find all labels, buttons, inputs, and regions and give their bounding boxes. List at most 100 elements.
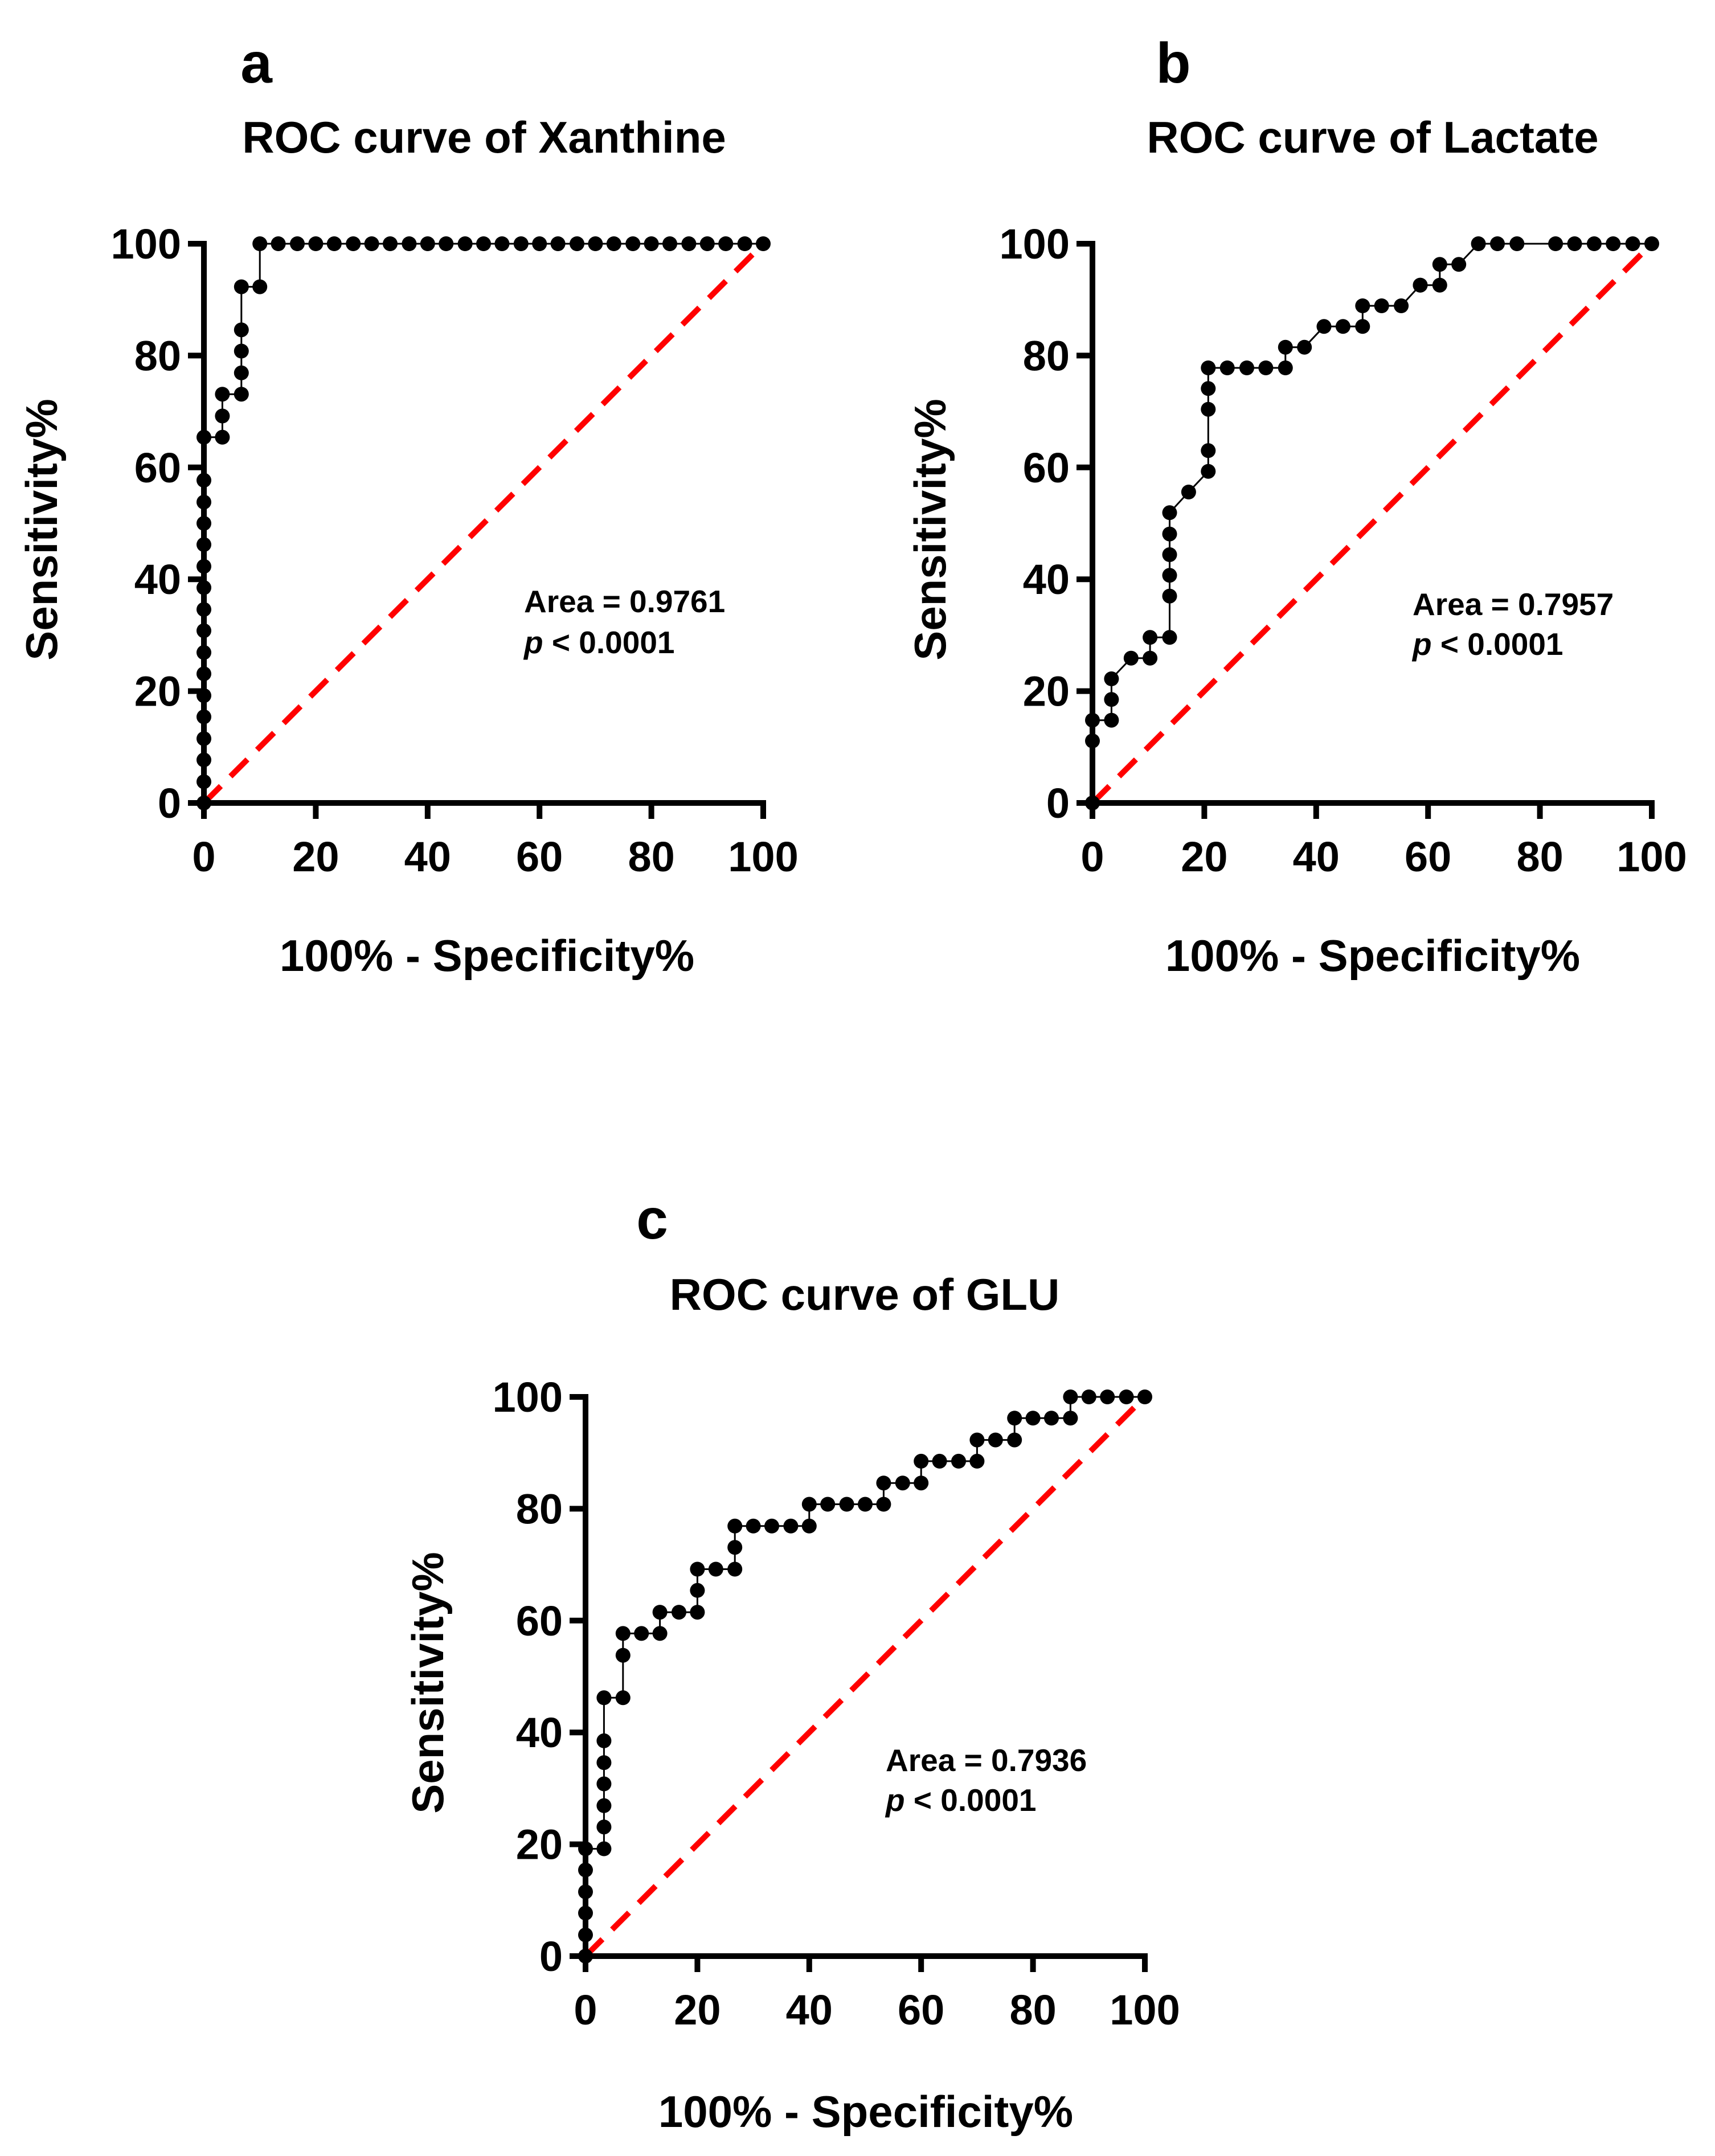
panel-a-y-tick-label: 40 bbox=[134, 556, 181, 603]
panel-b-roc-point bbox=[1355, 319, 1370, 334]
panel-b-x-tick-label: 0 bbox=[1080, 833, 1104, 880]
panel-b-roc-point bbox=[1219, 360, 1235, 375]
panel-c-roc-point bbox=[1100, 1389, 1115, 1404]
panel-c-x-tick-label: 80 bbox=[1009, 1986, 1056, 2034]
panel-a-roc-point bbox=[197, 645, 211, 660]
panel-c-y-tick-label: 100 bbox=[493, 1374, 563, 1421]
panel-a-roc-point bbox=[570, 236, 584, 251]
panel-c-roc-point bbox=[596, 1733, 612, 1748]
panel-b-roc-point bbox=[1123, 650, 1139, 666]
panel-c-roc-point bbox=[951, 1453, 966, 1469]
panel-c-roc-point bbox=[820, 1497, 836, 1512]
panel-c-roc-point bbox=[895, 1475, 910, 1491]
panel-c-roc-point bbox=[839, 1497, 854, 1512]
panel-a-roc-point bbox=[197, 774, 211, 789]
panel-a-reference-line bbox=[202, 241, 766, 805]
panel-c-y-tick-label: 20 bbox=[516, 1821, 563, 1868]
panel-c-p-value-annotation: p < 0.0001 bbox=[885, 1782, 1037, 1818]
panel-c-x-axis-label: 100% - Specificity% bbox=[658, 2087, 1073, 2137]
panel-b-x-axis-label: 100% - Specificity% bbox=[1165, 931, 1580, 981]
panel-c-roc-point bbox=[858, 1497, 873, 1512]
panel-b-plot: 0 20 40 60 80 100 0 20 40 60 80 100 bbox=[1000, 220, 1687, 880]
panel-b-x-tick-label: 100 bbox=[1616, 833, 1687, 880]
panel-b-roc-point bbox=[1162, 630, 1177, 645]
panel-c-roc-point bbox=[969, 1432, 985, 1448]
panel-c-y-tick-label: 60 bbox=[516, 1597, 563, 1645]
panel-a-roc-point bbox=[234, 279, 249, 294]
panel-a-y-tick-label: 80 bbox=[134, 332, 181, 379]
panel-b-roc-point bbox=[1104, 692, 1119, 707]
panel-c-roc-point bbox=[727, 1540, 743, 1555]
panel-a-roc-point bbox=[197, 473, 211, 488]
panel-c-roc-point bbox=[578, 1927, 593, 1942]
panel-b-roc-point bbox=[1104, 671, 1119, 686]
panel-b-roc-point bbox=[1413, 277, 1428, 293]
panel-a-roc-point bbox=[197, 666, 211, 682]
panel-b-roc-point bbox=[1394, 298, 1409, 313]
panel-c-roc-point bbox=[690, 1605, 705, 1620]
panel-a-roc-point bbox=[346, 236, 361, 251]
panel-a-roc-point bbox=[550, 236, 566, 251]
panel-b-y-tick-label: 20 bbox=[1023, 668, 1070, 715]
panel-a-roc-point bbox=[197, 731, 211, 747]
panel-a-roc-point bbox=[420, 236, 435, 251]
panel-c-roc-point bbox=[578, 1949, 593, 1964]
panel-b-area-annotation: Area = 0.7957 bbox=[1413, 587, 1614, 622]
panel-a-x-tick-label: 80 bbox=[628, 833, 674, 880]
panel-c-p-symbol: p bbox=[885, 1782, 905, 1818]
panel-a-roc-point bbox=[588, 236, 603, 251]
panel-c-roc-point bbox=[969, 1453, 985, 1469]
panel-a-x-tick-label: 0 bbox=[192, 833, 215, 880]
panel-b-roc-point bbox=[1355, 298, 1370, 313]
panel-b-roc-point bbox=[1162, 526, 1177, 542]
panel-b-roc-point bbox=[1201, 443, 1216, 458]
panel-a-roc-point bbox=[737, 236, 752, 251]
panel-c-letter: c bbox=[636, 1187, 668, 1251]
panel-c-roc-point bbox=[1007, 1432, 1022, 1448]
panel-a-roc-point bbox=[308, 236, 324, 251]
panel-b-y-tick-label: 40 bbox=[1023, 556, 1070, 603]
panel-b-roc-point bbox=[1509, 236, 1525, 251]
panel-a-roc-point bbox=[197, 688, 211, 703]
panel-a-roc-point bbox=[513, 236, 529, 251]
panel-c-roc-point bbox=[578, 1905, 593, 1921]
panel-c-area-annotation: Area = 0.7936 bbox=[886, 1743, 1087, 1778]
panel-b-roc-point bbox=[1606, 236, 1621, 251]
panel-c-x-tick-label: 60 bbox=[898, 1986, 944, 2034]
panel-a-roc-point bbox=[252, 279, 268, 294]
panel-c-roc-point bbox=[1081, 1389, 1096, 1404]
panel-b-roc-point bbox=[1201, 360, 1216, 375]
panel-c-roc-point bbox=[1063, 1389, 1078, 1404]
panel-c-x-tick-label: 0 bbox=[574, 1986, 597, 2034]
panel-a-x-tick-label: 60 bbox=[516, 833, 563, 880]
panel-c-roc-point bbox=[615, 1647, 631, 1663]
panel-b-roc-point bbox=[1471, 236, 1486, 251]
panel-a-x-tick-label: 100 bbox=[728, 833, 798, 880]
panel-c-roc-point bbox=[783, 1518, 799, 1534]
panel-c-x-tick-label: 100 bbox=[1110, 1986, 1180, 2034]
panel-b-roc-point bbox=[1085, 733, 1100, 748]
panel-b-roc-point bbox=[1644, 236, 1659, 251]
panel-a-roc-point bbox=[718, 236, 734, 251]
panel-c-roc-point bbox=[914, 1453, 929, 1469]
panel-b-roc-point bbox=[1451, 257, 1467, 272]
panel-c-roc-point bbox=[596, 1755, 612, 1770]
panel-c-roc-point bbox=[615, 1626, 631, 1641]
panel-c-x-tick-label: 40 bbox=[786, 1986, 833, 2034]
panel-b-roc-line bbox=[1091, 243, 1652, 803]
panel-a-roc-point bbox=[699, 236, 715, 251]
panel-b-roc-point bbox=[1297, 339, 1312, 355]
panel-a-y-tick-label: 0 bbox=[158, 780, 181, 827]
panel-c-roc-point bbox=[596, 1819, 612, 1835]
panel-c-y-tick-label: 80 bbox=[516, 1485, 563, 1532]
panel-a-roc-point bbox=[326, 236, 342, 251]
panel-a-plot: 0 20 40 60 80 100 0 20 40 60 80 100 bbox=[111, 220, 799, 880]
panel-b-roc-point bbox=[1143, 650, 1158, 666]
panel-c-roc-point bbox=[988, 1432, 1003, 1448]
panel-b-roc-point bbox=[1490, 236, 1505, 251]
panel-b-x-tick-label: 40 bbox=[1293, 833, 1340, 880]
panel-b-roc-point bbox=[1104, 712, 1119, 728]
panel-c-roc-point bbox=[708, 1561, 723, 1577]
panel-b-roc-point bbox=[1201, 381, 1216, 396]
panel-a-roc-point bbox=[234, 365, 249, 380]
